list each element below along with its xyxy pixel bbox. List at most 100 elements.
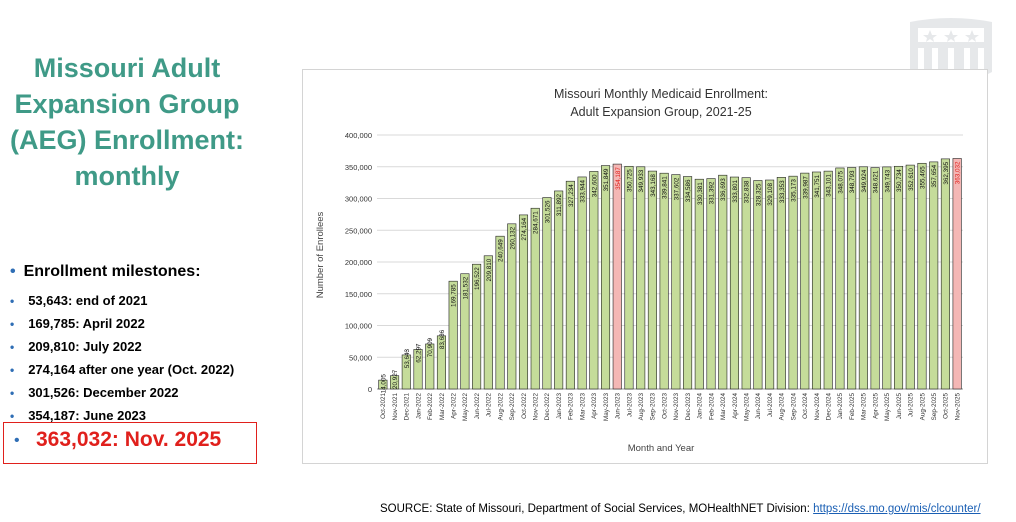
x-tick-label: Jun-2022 xyxy=(474,393,481,420)
data-label: 363,032 xyxy=(955,161,962,184)
x-tick-label: Aug-2022 xyxy=(497,393,504,421)
bar xyxy=(823,170,833,390)
data-label: 331,392 xyxy=(709,181,716,204)
x-tick-label: Oct-2022 xyxy=(521,393,528,419)
data-label: 341,751 xyxy=(814,174,821,197)
x-tick-label: Jul-2024 xyxy=(767,393,774,418)
bar xyxy=(554,190,564,390)
bar xyxy=(952,158,962,390)
enrollment-chart: Missouri Monthly Medicaid Enrollment: Ad… xyxy=(302,69,988,464)
bar xyxy=(800,172,810,390)
x-tick-label: Sep-2024 xyxy=(790,393,797,421)
bar xyxy=(460,273,470,390)
milestone-text: 53,643: end of 2021 xyxy=(28,293,148,308)
x-tick-label: Dec-2021 xyxy=(404,393,411,421)
milestones-heading-text: Enrollment milestones: xyxy=(23,263,201,280)
x-tick-label: Aug-2024 xyxy=(779,393,786,421)
x-tick-label: Feb-2023 xyxy=(568,393,575,420)
x-tick-label: Jul-2025 xyxy=(908,393,915,418)
y-tick-label: 300,000 xyxy=(345,195,372,204)
x-tick-label: Jan-2023 xyxy=(556,393,563,420)
milestone-item: • 301,526: December 2022 xyxy=(10,385,179,400)
bar xyxy=(835,167,845,390)
bar xyxy=(413,349,423,390)
x-tick-label: Feb-2024 xyxy=(708,393,715,420)
x-tick-label: May-2024 xyxy=(743,393,750,421)
data-label: 349,924 xyxy=(861,169,868,192)
data-label: 350,734 xyxy=(896,169,903,192)
data-label: 355,465 xyxy=(919,166,926,189)
milestone-item: • 209,810: July 2022 xyxy=(10,339,142,354)
y-tick-label: 350,000 xyxy=(345,163,372,172)
data-label: 349,743 xyxy=(884,169,891,192)
milestone-highlight-text: 363,032: Nov. 2025 xyxy=(36,428,222,451)
data-label: 334,586 xyxy=(685,179,692,202)
y-tick-label: 100,000 xyxy=(345,322,372,331)
x-tick-label: Jun-2023 xyxy=(615,393,622,420)
bar xyxy=(624,165,634,390)
data-label: 339,841 xyxy=(662,176,669,199)
x-tick-label: Mar-2024 xyxy=(720,393,727,420)
bar xyxy=(671,174,681,390)
y-tick-label: 50,000 xyxy=(349,353,372,362)
x-tick-label: Nov-2022 xyxy=(533,393,540,421)
data-label: 333,801 xyxy=(732,180,739,203)
x-tick-label: Sep-2022 xyxy=(509,393,516,421)
bar xyxy=(495,235,505,390)
x-tick-label: Feb-2025 xyxy=(849,393,856,420)
bar xyxy=(694,178,704,390)
chart-ylabel: Number of Enrollees xyxy=(315,211,326,298)
data-label: 333,353 xyxy=(779,180,786,203)
bar xyxy=(847,167,857,390)
bar xyxy=(683,176,693,390)
chart-title-line2: Adult Expansion Group, 2021-25 xyxy=(570,105,751,119)
milestones-heading: • Enrollment milestones: xyxy=(10,263,201,280)
x-tick-label: Jul-2022 xyxy=(486,393,493,418)
source-link[interactable]: https://dss.mo.gov/mis/clcounter/ xyxy=(813,503,981,515)
data-label: 362,395 xyxy=(943,161,950,184)
data-label: 274,164 xyxy=(521,217,528,240)
bar xyxy=(530,207,540,390)
data-label: 329,108 xyxy=(767,183,774,206)
bar xyxy=(940,158,950,390)
bar xyxy=(882,166,892,390)
x-tick-label: Sep-2023 xyxy=(650,393,657,421)
x-tick-label: Mar-2023 xyxy=(579,393,586,420)
data-label: 196,522 xyxy=(474,267,481,290)
data-label: 62,297 xyxy=(416,343,423,363)
slide-title: Missouri Adult Expansion Group (AEG) Enr… xyxy=(10,53,244,191)
x-tick-label: Apr-2023 xyxy=(591,393,598,419)
x-tick-label: Apr-2025 xyxy=(872,393,879,419)
bar xyxy=(706,178,716,390)
data-label: 209,810 xyxy=(486,258,493,281)
data-label: 357,654 xyxy=(931,164,938,187)
x-tick-label: Oct-2024 xyxy=(802,393,809,419)
bar xyxy=(894,165,904,390)
x-tick-label: Aug-2023 xyxy=(638,393,645,421)
enrollment-chart-svg: Missouri Monthly Medicaid Enrollment: Ad… xyxy=(315,87,963,454)
x-tick-label: Jul-2023 xyxy=(626,393,633,418)
data-label: 240,649 xyxy=(498,239,505,262)
y-tick-label: 150,000 xyxy=(345,290,372,299)
x-tick-label: Dec-2024 xyxy=(826,393,833,421)
source-text: SOURCE: State of Missouri, Department of… xyxy=(380,503,810,515)
data-label: 332,838 xyxy=(744,180,751,203)
y-tick-label: 250,000 xyxy=(345,226,372,235)
x-tick-label: Apr-2022 xyxy=(450,393,457,419)
x-tick-label: Mar-2022 xyxy=(439,393,446,420)
bar xyxy=(577,176,587,390)
bar xyxy=(729,176,739,390)
data-label: 70,909 xyxy=(427,337,434,357)
bar xyxy=(788,175,798,390)
bar xyxy=(448,280,458,390)
milestone-highlight-box: • 363,032: Nov. 2025 xyxy=(3,422,257,464)
bar xyxy=(858,166,868,390)
milestone-item: • 274,164 after one year (Oct. 2022) xyxy=(10,362,235,377)
data-label: 342,600 xyxy=(591,174,598,197)
bar xyxy=(929,161,939,390)
bar xyxy=(542,197,552,390)
data-label: 53,643 xyxy=(404,348,411,368)
x-tick-label: Feb-2022 xyxy=(427,393,434,420)
x-tick-label: Jun-2024 xyxy=(755,393,762,420)
milestone-text: 274,164 after one year (Oct. 2022) xyxy=(28,362,235,377)
